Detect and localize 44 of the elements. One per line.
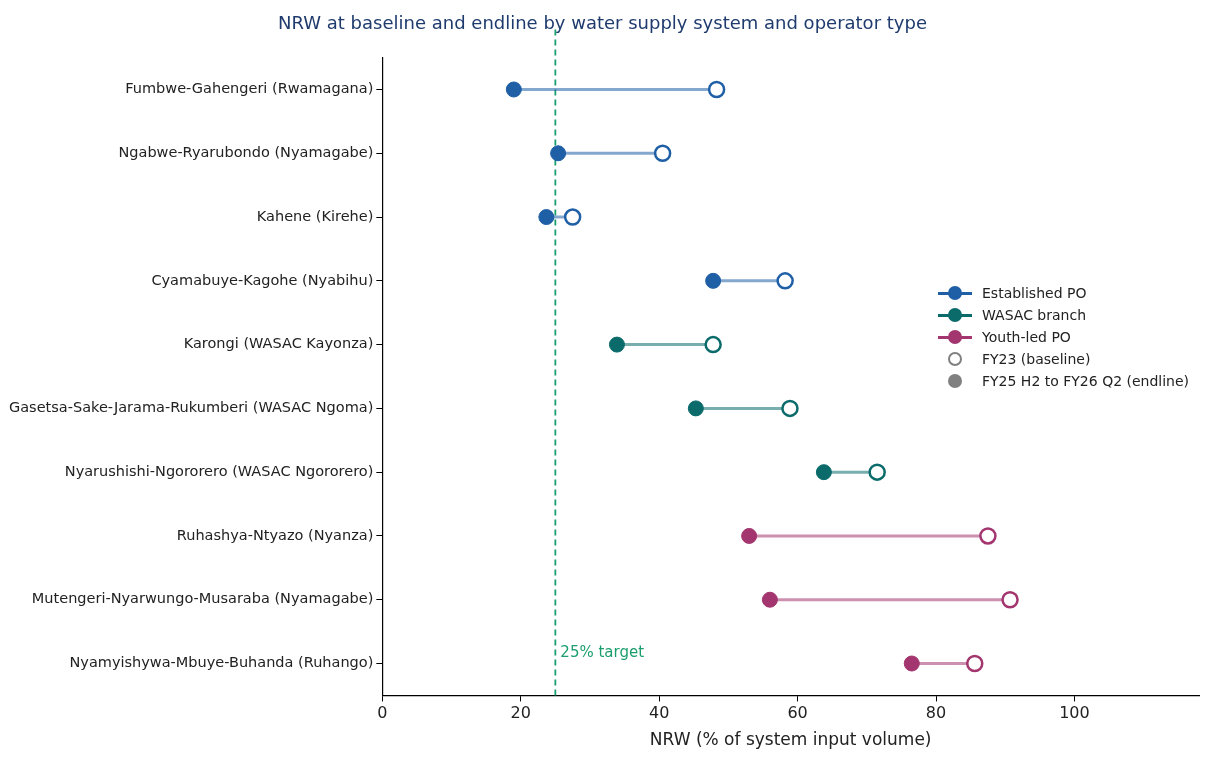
ref-line-label: 25% target [560,643,645,662]
chart-title: NRW at baseline and endline by water supply system and operator type [278,12,927,34]
point [966,654,984,673]
x-tick-label: 20 [510,703,531,723]
point [868,463,886,481]
point [979,527,997,545]
point [1001,590,1019,609]
point [741,527,758,544]
y-tick-label: Cyamabuye-Kagohe (Nyabihu) [151,271,374,288]
y-tick-label: Nyamyishywa-Mbuye-Buhanda (Ruhango) [69,654,374,671]
x-tick-label: 40 [648,703,670,723]
point [550,145,567,162]
point [687,400,704,417]
point [704,335,722,354]
y-tick-label: Gasetsa-Sake-Jarama-Rukumberi (WASAC Ngoma) [8,399,374,416]
x-axis-title: NRW (% of system input volume) [649,729,932,750]
point [505,81,522,98]
x-tick-label: 0 [377,703,388,723]
x-tick-label: 100 [1059,703,1090,723]
point [608,336,625,353]
x-tick-label: 80 [925,703,947,723]
point [707,80,726,99]
y-tick-label: Mutengeri-Nyarwungo-Musaraba (Nyamagabe) [31,590,374,607]
x-tick-label: 60 [787,703,808,723]
y-tick-label: Karongi (WASAC Kayonza) [183,335,374,352]
y-tick-label: Kahene (Kirehe) [256,207,374,224]
legend-label: WASAC branch [982,306,1087,323]
point [563,208,582,226]
point [781,399,799,418]
legend-label: Established PO [982,284,1087,301]
y-tick-label: Ruhashya-Ntyazo (Nyanza) [176,526,374,543]
legend-label: FY25 H2 to FY26 Q2 (endline) [982,372,1190,389]
y-tick-label: Ngabwe-Ryarubondo (Nyamagabe) [118,144,374,161]
point [776,272,794,290]
point [705,272,722,289]
point [761,591,778,608]
y-tick-label: Fumbwe-Gahengeri (Rwamagana) [125,80,374,97]
y-tick-label: Nyarushishi-Ngororero (WASAC Ngororero) [64,462,374,479]
legend-label: FY23 (baseline) [982,350,1091,367]
point [815,464,832,481]
legend-label: Youth-led PO [982,328,1071,345]
point [538,209,555,226]
point [653,144,672,163]
point [903,655,920,672]
